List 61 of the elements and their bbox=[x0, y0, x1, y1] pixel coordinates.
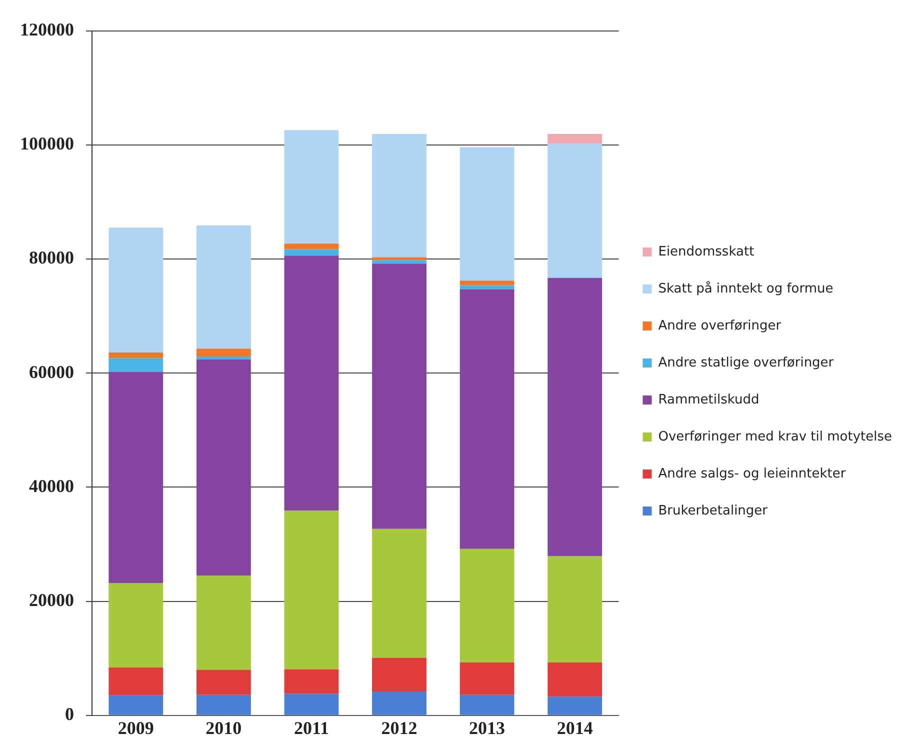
bar bbox=[548, 662, 602, 697]
bar bbox=[372, 134, 426, 258]
bar bbox=[548, 144, 602, 278]
bar bbox=[108, 372, 164, 584]
bar bbox=[196, 694, 251, 715]
x-tick-label: 2013 bbox=[469, 718, 506, 738]
x-tick-label: 2009 bbox=[118, 718, 154, 738]
bar bbox=[108, 228, 164, 353]
bar bbox=[196, 576, 251, 670]
y-tick-label: 120000 bbox=[20, 19, 74, 40]
bar bbox=[548, 696, 602, 715]
bar bbox=[196, 356, 251, 360]
legend-label: Andre statlige overføringer bbox=[658, 355, 834, 370]
legend-label: Skatt på inntekt og formue bbox=[658, 280, 834, 296]
bar bbox=[284, 669, 339, 694]
bar bbox=[284, 510, 339, 670]
bar bbox=[196, 348, 251, 357]
bar bbox=[460, 285, 514, 290]
bar bbox=[372, 691, 426, 715]
bar bbox=[196, 225, 251, 349]
bar bbox=[372, 260, 426, 264]
bar bbox=[460, 289, 514, 549]
bar bbox=[372, 264, 426, 529]
bar bbox=[460, 280, 514, 286]
bar bbox=[548, 134, 602, 144]
bar bbox=[108, 583, 164, 668]
bar bbox=[284, 244, 339, 250]
bar bbox=[108, 667, 164, 696]
bar bbox=[284, 249, 339, 256]
legend-label: Overføringer med krav til motytelse bbox=[658, 429, 892, 444]
bar bbox=[460, 694, 514, 715]
bar bbox=[460, 548, 514, 662]
x-tick-label: 2010 bbox=[206, 718, 242, 738]
bar bbox=[284, 256, 339, 511]
bar bbox=[460, 662, 514, 695]
x-tick-label: 2012 bbox=[381, 718, 418, 738]
y-tick-label: 40000 bbox=[29, 476, 74, 496]
bar bbox=[284, 130, 339, 244]
bar bbox=[196, 359, 251, 576]
bar bbox=[284, 694, 339, 715]
legend-label: Eiendomsskatt bbox=[658, 244, 754, 260]
legend-label: Andre overføringer bbox=[658, 318, 782, 334]
y-tick-label: 100000 bbox=[20, 134, 74, 154]
legend-label: Andre salgs- og leieinntekter bbox=[658, 466, 846, 482]
y-tick-label: 60000 bbox=[29, 362, 74, 382]
legend-label: Rammetilskudd bbox=[658, 392, 760, 408]
bar bbox=[548, 278, 602, 556]
bar bbox=[108, 695, 164, 715]
bar bbox=[548, 556, 602, 662]
legend-label: Brukerbetalinger bbox=[658, 503, 768, 518]
bar bbox=[372, 528, 426, 658]
x-tick-label: 2014 bbox=[556, 718, 593, 738]
y-tick-label: 80000 bbox=[29, 248, 74, 268]
bar bbox=[108, 352, 164, 358]
x-tick-label: 2011 bbox=[294, 718, 329, 738]
bar bbox=[196, 670, 251, 695]
y-tick-label: 0 bbox=[65, 704, 74, 724]
bar bbox=[372, 658, 426, 692]
bar bbox=[460, 147, 514, 281]
y-tick-label: 20000 bbox=[29, 590, 74, 610]
bar bbox=[108, 358, 164, 372]
